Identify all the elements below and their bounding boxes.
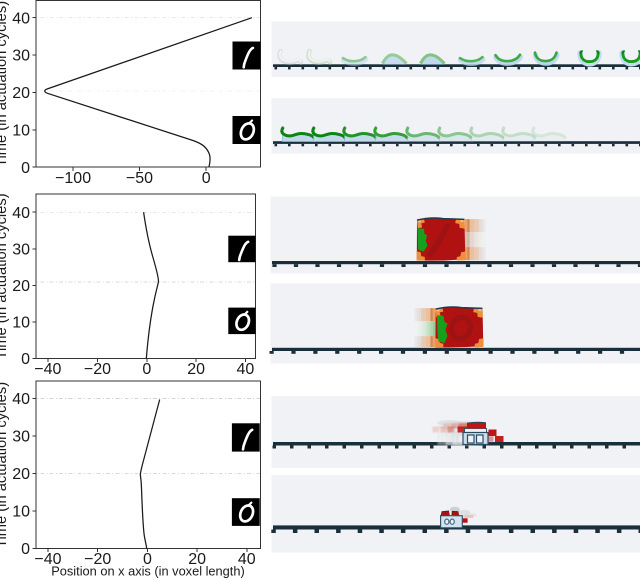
svg-text:−20: −20: [84, 551, 111, 568]
svg-text:10: 10: [12, 504, 30, 521]
svg-text:−40: −40: [34, 551, 61, 568]
svg-text:40: 40: [12, 391, 30, 408]
svg-text:10: 10: [12, 122, 30, 139]
svg-text:30: 30: [12, 241, 30, 258]
svg-text:0: 0: [202, 170, 211, 187]
svg-text:Position on x axis (in voxel l: Position on x axis (in voxel length): [51, 564, 244, 579]
svg-text:0: 0: [142, 361, 151, 378]
svg-text:10: 10: [12, 315, 30, 332]
svg-text:−40: −40: [34, 361, 61, 378]
svg-text:Time (in actuation cycles): Time (in actuation cycles): [0, 382, 10, 548]
svg-text:−100: −100: [55, 170, 91, 187]
svg-text:40: 40: [12, 205, 30, 222]
svg-text:0: 0: [21, 541, 30, 558]
svg-text:−50: −50: [126, 170, 153, 187]
svg-text:Time (in actuation cycles): Time (in actuation cycles): [0, 1, 10, 167]
svg-text:20: 20: [12, 466, 30, 483]
svg-text:0: 0: [21, 351, 30, 368]
svg-text:20: 20: [12, 278, 30, 295]
svg-text:0: 0: [21, 160, 30, 177]
svg-text:20: 20: [188, 551, 206, 568]
svg-text:Time (in actuation cycles): Time (in actuation cycles): [0, 193, 10, 359]
svg-text:40: 40: [238, 551, 256, 568]
svg-text:40: 40: [12, 10, 30, 27]
svg-text:20: 20: [187, 361, 205, 378]
svg-text:20: 20: [12, 85, 30, 102]
svg-text:40: 40: [237, 361, 255, 378]
svg-text:−20: −20: [84, 361, 111, 378]
svg-text:30: 30: [12, 48, 30, 65]
svg-text:30: 30: [12, 429, 30, 446]
svg-text:0: 0: [143, 551, 152, 568]
